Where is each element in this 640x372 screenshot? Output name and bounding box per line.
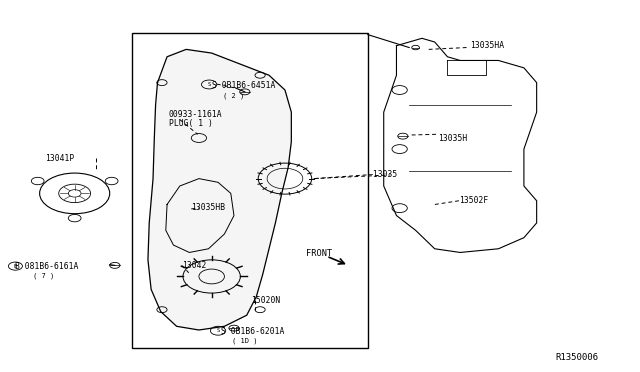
Text: 13041P: 13041P	[45, 154, 74, 163]
Text: PLUG( 1 ): PLUG( 1 )	[169, 119, 213, 128]
Text: B 081B6-6161A: B 081B6-6161A	[15, 262, 79, 270]
Text: 15020N: 15020N	[251, 296, 280, 305]
Polygon shape	[148, 49, 291, 330]
Text: —13035: —13035	[369, 170, 397, 179]
Text: ( 7 ): ( 7 )	[33, 272, 54, 279]
Text: 13035HA: 13035HA	[470, 41, 504, 50]
Text: S 0B1B6-6451A: S 0B1B6-6451A	[212, 81, 275, 90]
Text: B: B	[14, 264, 17, 269]
Text: 13035HB: 13035HB	[191, 203, 225, 212]
Text: 13042: 13042	[182, 261, 207, 270]
Text: 13035H: 13035H	[438, 134, 468, 142]
Text: FRONT: FRONT	[306, 249, 332, 258]
Text: 00933-1161A: 00933-1161A	[169, 109, 223, 119]
Text: S 0B1B6-6201A: S 0B1B6-6201A	[221, 327, 284, 336]
Bar	[132, 33, 368, 349]
Text: S: S	[216, 328, 220, 333]
Text: 13502F: 13502F	[459, 196, 488, 205]
Text: R1350006: R1350006	[556, 353, 599, 362]
Text: S: S	[207, 82, 211, 87]
Text: ( 2 ): ( 2 )	[223, 92, 244, 99]
Text: ( 1D ): ( 1D )	[232, 337, 257, 344]
